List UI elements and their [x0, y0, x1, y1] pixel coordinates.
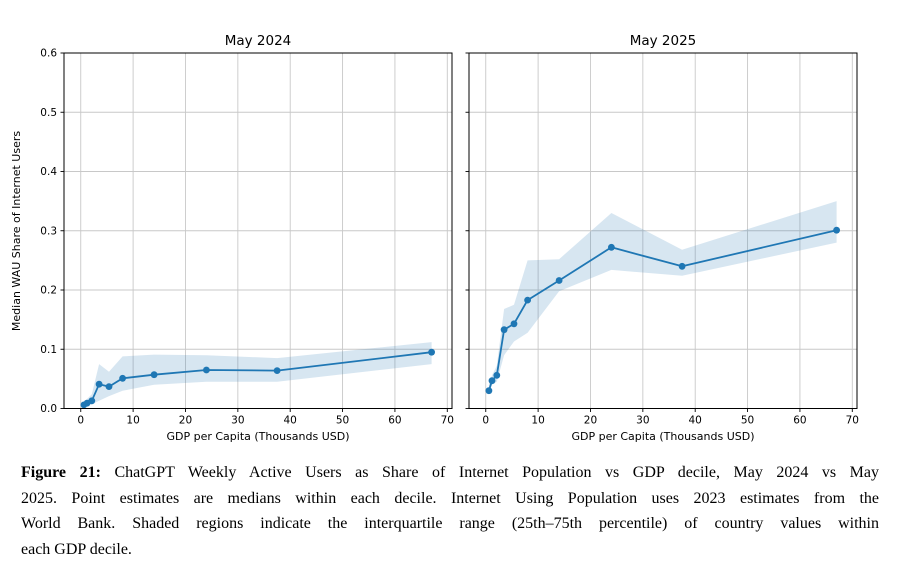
y-tick-label: 0.5 — [40, 107, 57, 119]
data-point-marker — [203, 366, 210, 374]
chart2-x-axis-label: GDP per Capita (Thousands USD) — [571, 430, 754, 443]
x-tick-label: 50 — [741, 415, 754, 427]
caption-line: World Bank. Shaded regions indicate the … — [21, 515, 879, 532]
data-point-marker — [150, 371, 158, 379]
x-tick-label: 60 — [793, 415, 806, 427]
x-tick-label: 70 — [441, 415, 454, 427]
data-point-marker — [500, 326, 508, 334]
caption-line: 2025. Point estimates are medians within… — [21, 489, 879, 507]
caption-line: each GDP decile. — [21, 540, 132, 558]
x-tick-label: 20 — [584, 415, 597, 427]
figure-caption: Figure 21: ChatGPT Weekly Active Users a… — [21, 460, 879, 562]
x-tick-label: 30 — [636, 415, 649, 427]
x-tick-label: 40 — [689, 415, 702, 427]
data-point-marker — [510, 320, 518, 328]
data-point-marker — [608, 243, 615, 251]
median-line — [488, 229, 838, 392]
y-tick-label: 0.2 — [40, 285, 57, 297]
data-point-marker — [678, 262, 686, 270]
figure-canvas: 0 10 20 30 40 50 60 70 0.0 0.1 0.2 0.3 0.4 0.5 0.6 0 10… — [10, 33, 859, 443]
x-tick-label: 40 — [284, 415, 297, 427]
data-point-marker — [488, 377, 496, 385]
iqr-band — [488, 201, 837, 395]
data-point-marker — [833, 226, 840, 234]
x-tick-label: 0 — [77, 415, 84, 427]
x-tick-label: 10 — [531, 415, 544, 427]
data-point-marker — [493, 371, 501, 379]
data-point-marker — [485, 387, 493, 395]
y-tick-label: 0.3 — [40, 225, 57, 237]
data-point-marker — [95, 380, 103, 388]
y-tick-label: 0.4 — [40, 166, 57, 178]
y-tick-label: 0.6 — [40, 48, 57, 60]
data-point-marker — [555, 277, 563, 284]
caption-figure-label: Figure 21: — [21, 464, 101, 481]
y-tick-label: 0.1 — [40, 344, 57, 356]
chart1-x-axis-label: GDP per Capita (Thousands USD) — [166, 430, 349, 443]
data-point-marker — [88, 397, 96, 405]
chart1-y-axis-label: Median WAU Share of Internet Users — [10, 131, 23, 331]
x-tick-label: 30 — [231, 415, 244, 427]
data-point-marker — [524, 296, 531, 304]
x-tick-label: 0 — [482, 415, 489, 427]
plot-may-2024: 0 10 20 30 40 50 60 70 0.0 0.1 0.2 0.3 0.4 0.5 0.6 — [40, 48, 454, 427]
data-point-marker — [105, 383, 113, 390]
plot-may-2025: 0 10 20 30 40 50 60 70 — [465, 52, 859, 427]
y-tick-label: 0.0 — [40, 403, 57, 415]
x-tick-label: 10 — [126, 415, 139, 427]
data-point-marker — [119, 374, 126, 382]
x-tick-label: 20 — [179, 415, 192, 427]
chart2-title: May 2025 — [630, 33, 697, 49]
caption-text: ChatGPT Weekly Active Users as Share of … — [114, 464, 880, 481]
caption-line: Figure 21: ChatGPT Weekly Active Users a… — [21, 460, 879, 486]
x-tick-label: 50 — [336, 415, 349, 427]
data-point-marker — [428, 348, 435, 356]
chart1-title: May 2024 — [225, 33, 292, 49]
x-tick-label: 60 — [388, 415, 401, 427]
iqr-band — [83, 342, 432, 407]
data-point-marker — [273, 367, 281, 374]
x-tick-label: 70 — [846, 415, 859, 427]
